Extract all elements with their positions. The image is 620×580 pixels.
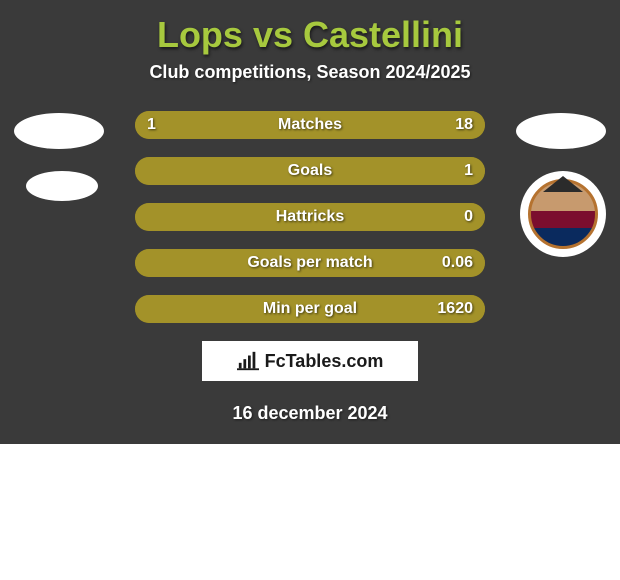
stat-row: Goals1 bbox=[135, 157, 485, 185]
stat-label: Goals bbox=[135, 157, 485, 185]
brand-text: FcTables.com bbox=[265, 351, 384, 372]
club-right-badge bbox=[520, 171, 606, 257]
content-area: 1Matches18Goals1Hattricks0Goals per matc… bbox=[0, 111, 620, 424]
club-right-crest-icon bbox=[528, 179, 598, 249]
stat-row: Hattricks0 bbox=[135, 203, 485, 231]
stat-label: Min per goal bbox=[135, 295, 485, 323]
stat-row: Goals per match0.06 bbox=[135, 249, 485, 277]
date-text: 16 december 2024 bbox=[0, 403, 620, 424]
stat-value-right: 18 bbox=[455, 111, 473, 139]
player-left-avatar bbox=[14, 113, 104, 149]
stat-row: 1Matches18 bbox=[135, 111, 485, 139]
stat-row: Min per goal1620 bbox=[135, 295, 485, 323]
page-title: Lops vs Castellini bbox=[0, 14, 620, 56]
comparison-card: Lops vs Castellini Club competitions, Se… bbox=[0, 0, 620, 444]
stat-value-right: 1 bbox=[464, 157, 473, 185]
stat-value-right: 1620 bbox=[437, 295, 473, 323]
stat-label: Goals per match bbox=[135, 249, 485, 277]
stat-value-right: 0.06 bbox=[442, 249, 473, 277]
brand-badge[interactable]: FcTables.com bbox=[202, 341, 418, 381]
club-left-badge bbox=[26, 171, 98, 201]
stat-bars: 1Matches18Goals1Hattricks0Goals per matc… bbox=[135, 111, 485, 323]
stat-label: Hattricks bbox=[135, 203, 485, 231]
subtitle: Club competitions, Season 2024/2025 bbox=[0, 62, 620, 83]
stat-label: Matches bbox=[135, 111, 485, 139]
stat-value-right: 0 bbox=[464, 203, 473, 231]
bar-chart-icon bbox=[237, 350, 259, 372]
player-right-avatar bbox=[516, 113, 606, 149]
